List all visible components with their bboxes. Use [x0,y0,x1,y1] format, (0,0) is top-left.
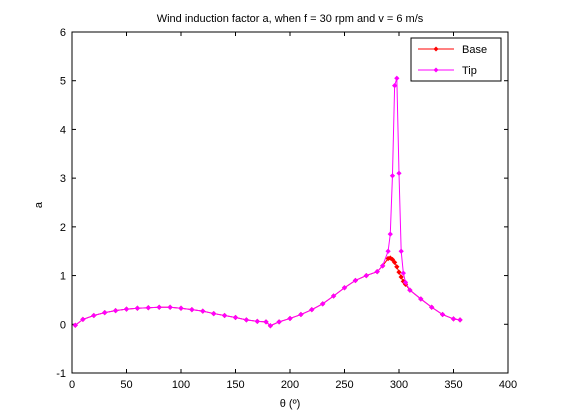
data-point [287,315,293,322]
data-point [389,256,396,263]
x-tick-label: 150 [226,379,244,391]
data-point [385,248,391,254]
data-point [392,259,398,266]
y-axis-label: a [33,201,45,208]
data-point [178,305,184,311]
data-point [330,293,337,299]
series-tip [72,75,463,329]
legend-marker-base [433,46,439,52]
y-tick-label: 6 [60,27,66,39]
data-point [396,269,402,275]
legend-marker-tip [433,67,439,73]
data-point [267,323,274,329]
data-point [145,305,151,311]
data-point [123,306,130,312]
data-point [400,270,406,276]
data-point [72,322,78,328]
legend-box [410,37,502,82]
chart-title: Wind induction factor a, when f = 30 rpm… [157,13,424,25]
data-point [394,75,400,81]
data-point [167,304,173,310]
data-point [363,272,369,279]
data-point [457,317,463,323]
x-tick-label: 250 [335,379,353,391]
data-point [387,231,393,237]
x-tick-label: 50 [120,379,132,391]
data-point [243,317,250,323]
y-tick-label: 4 [60,124,66,136]
data-point [112,308,119,314]
data-point [91,312,97,319]
x-tick-label: 100 [172,379,190,391]
data-point [396,170,402,176]
series-layer [72,75,463,329]
data-point [134,305,141,311]
data-point [298,311,304,318]
x-tick-label: 200 [281,379,299,391]
data-point [276,319,282,325]
data-point [439,311,446,318]
data-point [254,318,260,324]
data-point [389,173,396,179]
data-point [156,304,162,310]
legend-label-base: Base [462,44,487,56]
y-tick-label: 5 [60,76,66,88]
data-point [374,269,380,275]
data-point [102,309,108,316]
y-tick-label: 0 [60,319,66,331]
data-point [394,264,400,270]
data-point [398,274,404,280]
legend-label-tip: Tip [462,65,477,77]
x-tick-label: 400 [499,379,517,391]
x-tick-label: 350 [444,379,462,391]
y-tick-label: 3 [60,173,66,185]
data-point [398,248,404,254]
data-point [429,304,435,310]
data-point [189,307,195,313]
legend: Base Tip [410,37,502,82]
data-point [380,263,386,269]
data-point [418,296,424,302]
y-tick-label: -1 [56,368,66,380]
data-point [232,314,239,321]
data-point [352,277,359,284]
data-point [407,287,413,293]
x-tick-label: 300 [390,379,408,391]
data-point [221,312,228,319]
series-line [74,78,461,327]
data-point [263,319,269,325]
data-point [309,307,315,313]
data-point [341,285,348,291]
data-point [320,301,326,307]
data-point [402,279,409,286]
data-point [80,316,86,323]
data-point [392,82,398,89]
data-point [450,316,457,322]
data-point [200,308,206,314]
plot-area [71,31,509,374]
y-tick-label: 1 [60,271,66,283]
x-tick-label: 0 [69,379,75,391]
x-axis-label: θ (º) [280,398,301,410]
data-point [211,310,217,317]
y-tick-label: 2 [60,222,66,234]
